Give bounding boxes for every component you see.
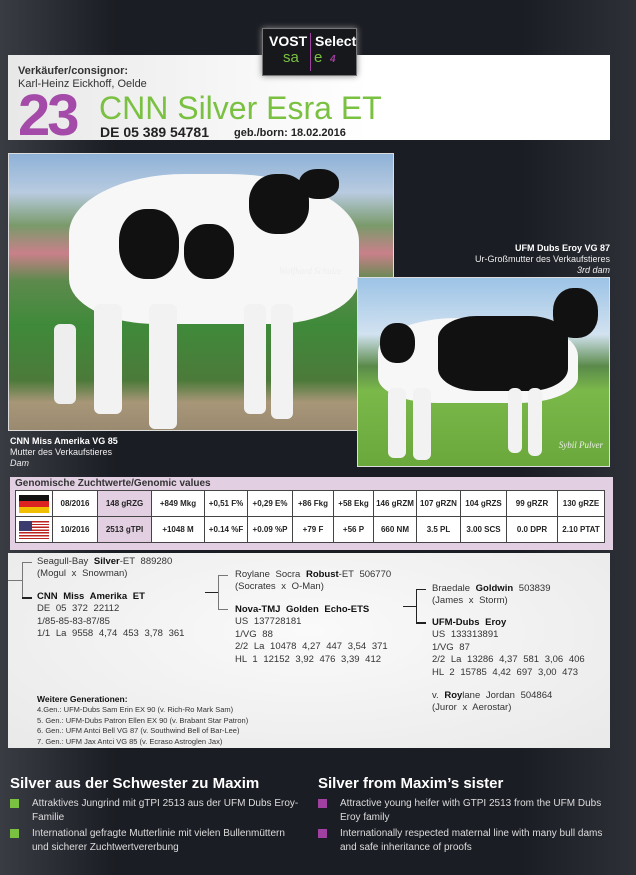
pedigree-line (218, 575, 219, 610)
dam-caption: CNN Miss Amerika VG 85 Mutter des Verkau… (10, 436, 210, 469)
table-cell: 99 gRZR (506, 490, 558, 517)
animal-name: CNN Silver Esra ET (99, 90, 382, 126)
table-cell: +56 P (333, 516, 374, 543)
table-cell: 104 gRZS (460, 490, 507, 517)
caption-text: Mutter des Verkaufstieres (10, 447, 113, 457)
table-cell: 148 gRZG (97, 490, 152, 517)
flag-cell (15, 490, 53, 517)
logo-text: e (314, 49, 323, 66)
table-cell: +0.09 %P (247, 516, 293, 543)
usa-flag-icon (19, 520, 49, 539)
pedigree-great-granddam: UFM-Dubs Eroy US 133313891 1/VG 87 2/2 La 1… (432, 617, 585, 678)
table-cell: 2513 gTPI (97, 516, 152, 543)
table-cell: +58 Ekg (333, 490, 374, 517)
photographer-watermark: Sybil Pulver (558, 440, 603, 450)
genomic-values-table: 08/2016 148 gRZG +849 Mkg +0,51 F% +0,29… (15, 490, 605, 543)
pedigree-line (416, 622, 426, 624)
registration-number: DE 05 389 54781 (100, 124, 209, 140)
pedigree-line (218, 609, 228, 610)
genomic-values-panel: Genomische Zuchtwerte/Genomic values 08/… (10, 477, 613, 550)
table-cell: +849 Mkg (151, 490, 205, 517)
highlight-bullet: Internationally respected maternal line … (318, 827, 610, 855)
table-row: 10/2016 2513 gTPI +1048 M +0.14 %F +0.09… (15, 516, 605, 543)
bullet-square-icon (318, 799, 327, 808)
table-cell: +86 Fkg (292, 490, 334, 517)
bullet-square-icon (318, 829, 327, 838)
vost-select-sale-logo: VOST Select sa e 4 (262, 28, 357, 76)
highlight-bullet: Attraktives Jungrind mit gTPI 2513 aus d… (10, 797, 302, 825)
pedigree-sire: Seagull-Bay Silver-ET 889280 (Mogul x Sno… (37, 556, 173, 580)
birth-date: geb./born: 18.02.2016 (234, 127, 346, 139)
photographer-watermark: Wolfhard Schulze (279, 266, 342, 276)
pedigree-line (403, 606, 416, 607)
table-cell: 3.5 PL (416, 516, 461, 543)
pedigree-line (22, 562, 32, 563)
table-cell: 660 NM (373, 516, 417, 543)
pedigree-line (416, 589, 417, 623)
pedigree-line (416, 589, 426, 590)
caption-title: UFM Dubs Eroy VG 87 (514, 243, 610, 253)
logo-text: sa (283, 49, 299, 66)
table-cell: +0,51 F% (204, 490, 248, 517)
pedigree-granddam: Nova-TMJ Golden Echo-ETS US 137728181 1/VG… (235, 604, 388, 665)
pedigree-line (22, 597, 32, 599)
pedigree-great-granddam-sire: v. Roylane Jordan 504864 (Juror x Aerosta… (432, 690, 553, 714)
consignor-label: Verkäufer/consignor: (18, 65, 129, 77)
lot-number: 23 (18, 83, 79, 148)
pedigree-line (22, 562, 23, 598)
pedigree-line (8, 580, 22, 581)
logo-text: VOST (269, 33, 308, 49)
table-cell: 10/2016 (52, 516, 98, 543)
caption-title: CNN Miss Amerika VG 85 (10, 436, 118, 446)
pedigree-panel: Seagull-Bay Silver-ET 889280 (Mogul x Sno… (8, 553, 610, 748)
further-generations: Weitere Generationen: 4.Gen.: UFM-Dubs Sa… (37, 694, 249, 746)
table-cell: +1048 M (151, 516, 205, 543)
flag-cell (15, 516, 53, 543)
genomic-title: Genomische Zuchtwerte/Genomic values (15, 478, 211, 489)
pedigree-line (205, 592, 218, 593)
bullet-square-icon (10, 829, 19, 838)
bullet-square-icon (10, 799, 19, 808)
pedigree-granddam-sire: Braedale Goldwin 503839 (James x Storm) (432, 583, 551, 607)
dam-photo: Wolfhard Schulze (8, 153, 394, 431)
table-cell: +79 F (292, 516, 334, 543)
table-cell: 3.00 SCS (460, 516, 507, 543)
logo-text: Select (315, 33, 357, 49)
pedigree-dam-sire: Roylane Socra Robust-ET 506770 (Socrates … (235, 569, 392, 593)
consignor-name: Karl-Heinz Eickhoff, Oelde (18, 78, 147, 90)
table-cell: 2.10 PTAT (557, 516, 605, 543)
highlight-bullet: International gefragte Mutterlinie mit v… (10, 827, 302, 855)
caption-text: 3rd dam (576, 265, 610, 275)
table-cell: 107 gRZN (416, 490, 461, 517)
pedigree-dam: CNN Miss Amerika ET DE 05 372 22112 1/85-8… (37, 591, 185, 640)
table-row: 08/2016 148 gRZG +849 Mkg +0,51 F% +0,29… (15, 490, 605, 517)
table-cell: +0.14 %F (204, 516, 248, 543)
highlights-title-de: Silver aus der Schwester zu Maxim (10, 775, 260, 792)
table-cell: 146 gRZM (373, 490, 417, 517)
germany-flag-icon (19, 494, 49, 513)
logo-text: 4 (330, 54, 336, 65)
pedigree-line (218, 575, 228, 576)
third-dam-caption: UFM Dubs Eroy VG 87 Ur-Großmutter des Ve… (400, 243, 610, 276)
table-cell: +0,29 E% (247, 490, 293, 517)
caption-text: Dam (10, 458, 30, 468)
table-cell: 0.0 DPR (506, 516, 558, 543)
table-cell: 08/2016 (52, 490, 98, 517)
table-cell: 130 gRZE (557, 490, 605, 517)
logo-divider (310, 33, 311, 71)
caption-text: Ur-Großmutter des Verkaufstieres (474, 254, 610, 264)
highlights-title-en: Silver from Maxim’s sister (318, 775, 504, 792)
third-dam-photo: Sybil Pulver (357, 277, 610, 467)
highlight-bullet: Attractive young heifer with GTPI 2513 f… (318, 797, 610, 825)
